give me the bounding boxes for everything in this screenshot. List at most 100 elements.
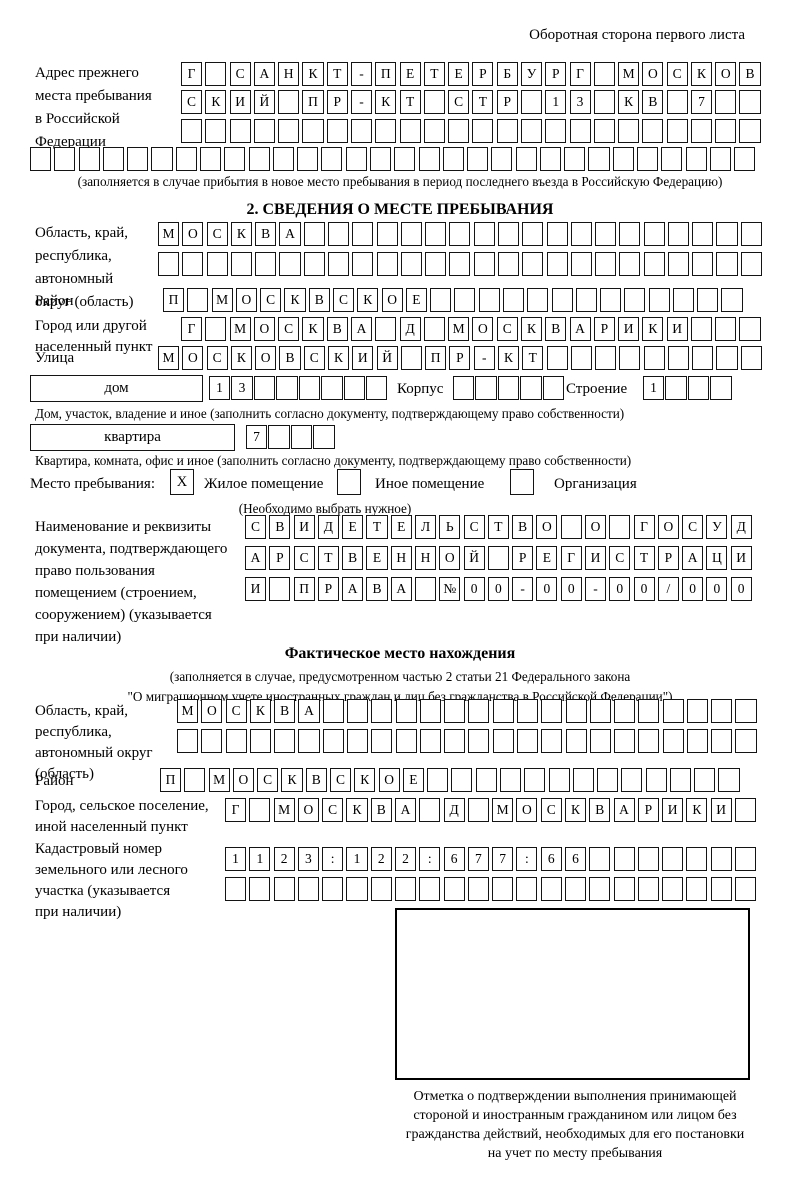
char-box[interactable]: А <box>390 577 412 601</box>
char-box[interactable]: К <box>302 62 324 86</box>
char-box[interactable] <box>430 288 452 312</box>
char-box[interactable] <box>637 147 659 171</box>
char-box[interactable]: А <box>394 798 417 822</box>
char-box[interactable]: Й <box>376 346 398 370</box>
char-box[interactable] <box>614 729 636 753</box>
char-box[interactable] <box>206 252 228 276</box>
char-box[interactable]: А <box>342 577 364 601</box>
char-box[interactable]: : <box>322 847 344 871</box>
char-box[interactable] <box>375 317 397 341</box>
char-box[interactable] <box>395 699 417 723</box>
char-box[interactable]: К <box>205 90 227 114</box>
char-box[interactable]: М <box>211 288 233 312</box>
char-box[interactable] <box>187 288 209 312</box>
char-box[interactable]: Т <box>472 90 494 114</box>
char-box[interactable] <box>595 346 617 370</box>
char-box[interactable]: С <box>257 768 279 792</box>
char-box[interactable]: Г <box>560 546 582 570</box>
char-box[interactable] <box>595 252 617 276</box>
char-box[interactable] <box>497 252 520 276</box>
char-box[interactable]: К <box>686 798 708 822</box>
char-box[interactable] <box>102 147 124 171</box>
char-box[interactable] <box>224 147 246 171</box>
prev-address-row-3-input[interactable] <box>181 119 761 143</box>
char-box[interactable] <box>158 252 180 276</box>
char-box[interactable] <box>734 147 756 171</box>
char-box[interactable] <box>376 222 398 246</box>
char-box[interactable] <box>478 288 500 312</box>
char-box[interactable] <box>327 222 350 246</box>
char-box[interactable] <box>343 376 365 400</box>
char-box[interactable]: 3 <box>231 376 253 400</box>
char-box[interactable] <box>546 222 568 246</box>
char-box[interactable]: Й <box>253 90 275 114</box>
char-box[interactable] <box>442 147 464 171</box>
char-box[interactable]: / <box>657 577 679 601</box>
char-box[interactable] <box>78 147 100 171</box>
char-box[interactable] <box>475 376 497 400</box>
char-box[interactable]: И <box>229 90 251 114</box>
char-box[interactable] <box>303 222 325 246</box>
char-box[interactable]: Н <box>278 62 300 86</box>
char-box[interactable]: В <box>739 62 761 86</box>
char-box[interactable] <box>739 119 761 143</box>
char-box[interactable]: К <box>357 288 379 312</box>
char-box[interactable] <box>499 768 522 792</box>
char-box[interactable]: Г <box>181 317 203 341</box>
char-box[interactable] <box>541 729 563 753</box>
char-box[interactable]: С <box>229 62 251 86</box>
char-box[interactable] <box>278 119 300 143</box>
char-box[interactable]: М <box>229 317 251 341</box>
char-box[interactable]: О <box>182 222 204 246</box>
char-box[interactable] <box>569 119 591 143</box>
char-box[interactable]: К <box>520 317 543 341</box>
char-box[interactable] <box>686 877 708 901</box>
char-box[interactable] <box>721 288 743 312</box>
char-box[interactable]: 2 <box>394 847 417 871</box>
char-box[interactable]: М <box>208 768 230 792</box>
char-box[interactable] <box>248 147 270 171</box>
char-box[interactable]: 1 <box>249 847 271 871</box>
char-box[interactable]: В <box>366 577 388 601</box>
char-box[interactable]: - <box>350 62 373 86</box>
char-box[interactable] <box>662 877 684 901</box>
char-box[interactable]: П <box>375 62 397 86</box>
char-box[interactable]: Р <box>512 546 534 570</box>
char-box[interactable] <box>371 729 393 753</box>
char-box[interactable] <box>255 252 277 276</box>
char-box[interactable] <box>487 546 509 570</box>
char-box[interactable] <box>718 768 740 792</box>
char-box[interactable] <box>205 62 227 86</box>
doc-right-row-3-input[interactable]: И П Р А В А № 0 0-0 0-0 0/0 0 0 <box>245 577 752 601</box>
char-box[interactable]: 1 <box>545 90 567 114</box>
char-box[interactable]: 0 <box>706 577 728 601</box>
char-box[interactable] <box>418 147 440 171</box>
char-box[interactable] <box>686 699 708 723</box>
char-box[interactable]: Т <box>423 62 445 86</box>
char-box[interactable] <box>520 90 543 114</box>
char-box[interactable]: К <box>354 768 376 792</box>
char-box[interactable] <box>666 90 688 114</box>
char-box[interactable] <box>642 119 664 143</box>
char-box[interactable] <box>648 288 670 312</box>
char-box[interactable] <box>327 252 350 276</box>
char-box[interactable] <box>570 222 592 246</box>
char-box[interactable]: О <box>536 515 558 539</box>
char-box[interactable] <box>394 147 416 171</box>
char-box[interactable] <box>448 119 470 143</box>
char-box[interactable] <box>249 798 271 822</box>
char-box[interactable] <box>715 119 737 143</box>
char-box[interactable] <box>272 147 294 171</box>
char-box[interactable] <box>345 147 367 171</box>
char-box[interactable]: Г <box>181 62 203 86</box>
char-box[interactable]: В <box>642 90 664 114</box>
char-box[interactable]: С <box>322 798 344 822</box>
char-box[interactable]: О <box>439 546 461 570</box>
char-box[interactable]: Т <box>366 515 388 539</box>
char-box[interactable] <box>492 699 514 723</box>
char-box[interactable] <box>274 729 296 753</box>
char-box[interactable]: О <box>516 798 538 822</box>
kadastr-row-2-input[interactable] <box>225 877 756 901</box>
char-box[interactable]: - <box>350 90 373 114</box>
